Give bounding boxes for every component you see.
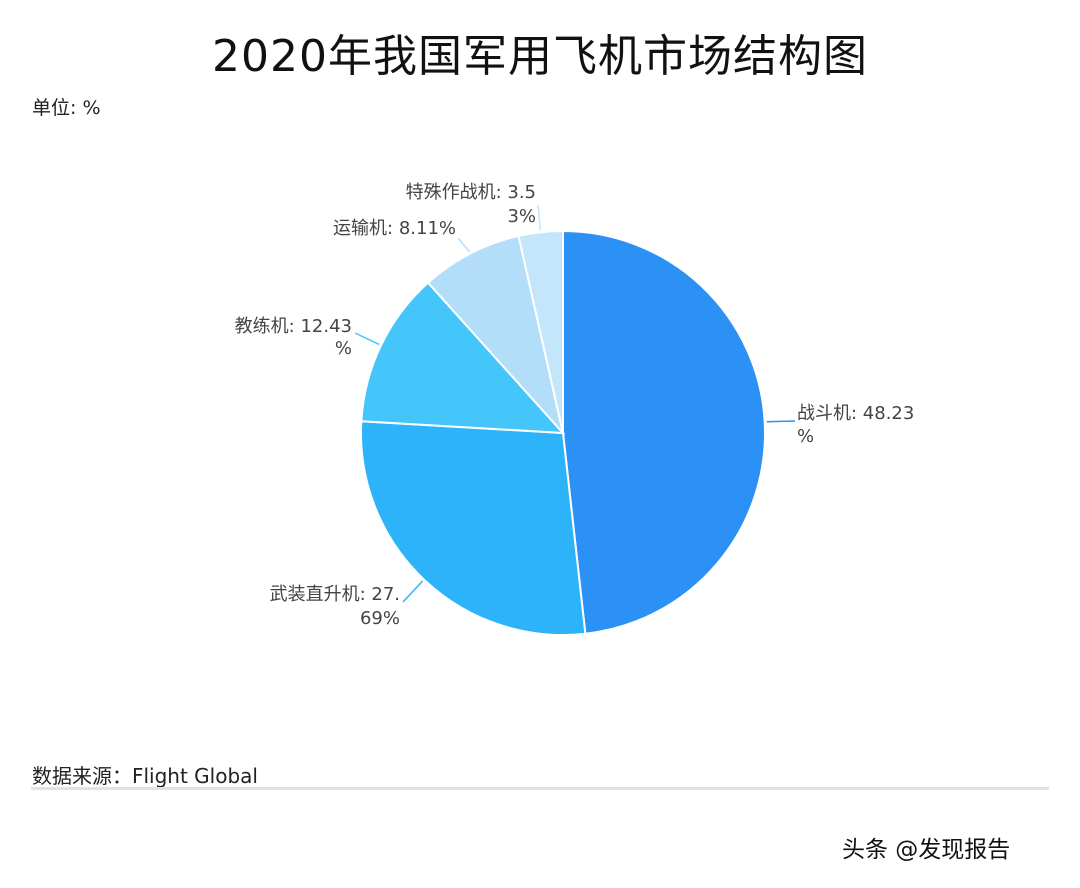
slice-label-fighter-2: %: [797, 426, 814, 447]
leader-line-trainer: [354, 332, 380, 346]
pie-slice-fighter: [562, 229, 767, 635]
chart-title: 2020年我国军用飞机市场结构图: [212, 31, 868, 82]
pie-slice-trainer: [360, 281, 566, 435]
slice-label-helicopter: 武装直升机: 27.: [270, 584, 400, 605]
divider: [31, 787, 1049, 790]
leader-line-special-ops: [537, 204, 542, 231]
slice-label-helicopter-2: 69%: [360, 608, 400, 629]
leader-line-helicopter: [402, 580, 424, 603]
pie-slice-special-ops: [517, 229, 564, 434]
slice-label-transport: 运输机: 8.11%: [333, 218, 456, 239]
pie-slices: [360, 229, 767, 636]
slice-label-trainer: 教练机: 12.43: [235, 316, 352, 337]
slice-label-fighter: 战斗机: 48.23: [797, 403, 914, 424]
slice-label-trainer-2: %: [335, 338, 352, 359]
watermark: 头条 @发现报告: [842, 837, 1011, 863]
data-source: 数据来源：Flight Global: [32, 764, 258, 788]
slice-label-special-ops: 特殊作战机: 3.5: [406, 182, 536, 203]
leader-line-fighter: [766, 420, 796, 423]
pie-slice-helicopter: [360, 420, 587, 636]
unit-label: 单位: %: [32, 97, 101, 119]
slice-label-special-ops-2: 3%: [507, 206, 536, 227]
leader-line-transport: [457, 237, 470, 253]
leader-lines: [354, 204, 796, 603]
